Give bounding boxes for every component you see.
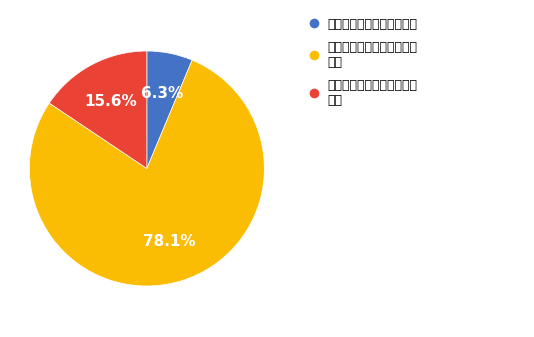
- Wedge shape: [29, 60, 264, 286]
- Text: 78.1%: 78.1%: [143, 234, 195, 249]
- Text: 6.3%: 6.3%: [141, 86, 183, 101]
- Legend: リモートワークを希望する, 一部リモートワークを希望
する, オフラインでの出社を希望
する: リモートワークを希望する, 一部リモートワークを希望 する, オフラインでの出社…: [306, 13, 422, 112]
- Wedge shape: [147, 51, 192, 168]
- Text: 15.6%: 15.6%: [84, 94, 137, 109]
- Wedge shape: [49, 51, 147, 168]
